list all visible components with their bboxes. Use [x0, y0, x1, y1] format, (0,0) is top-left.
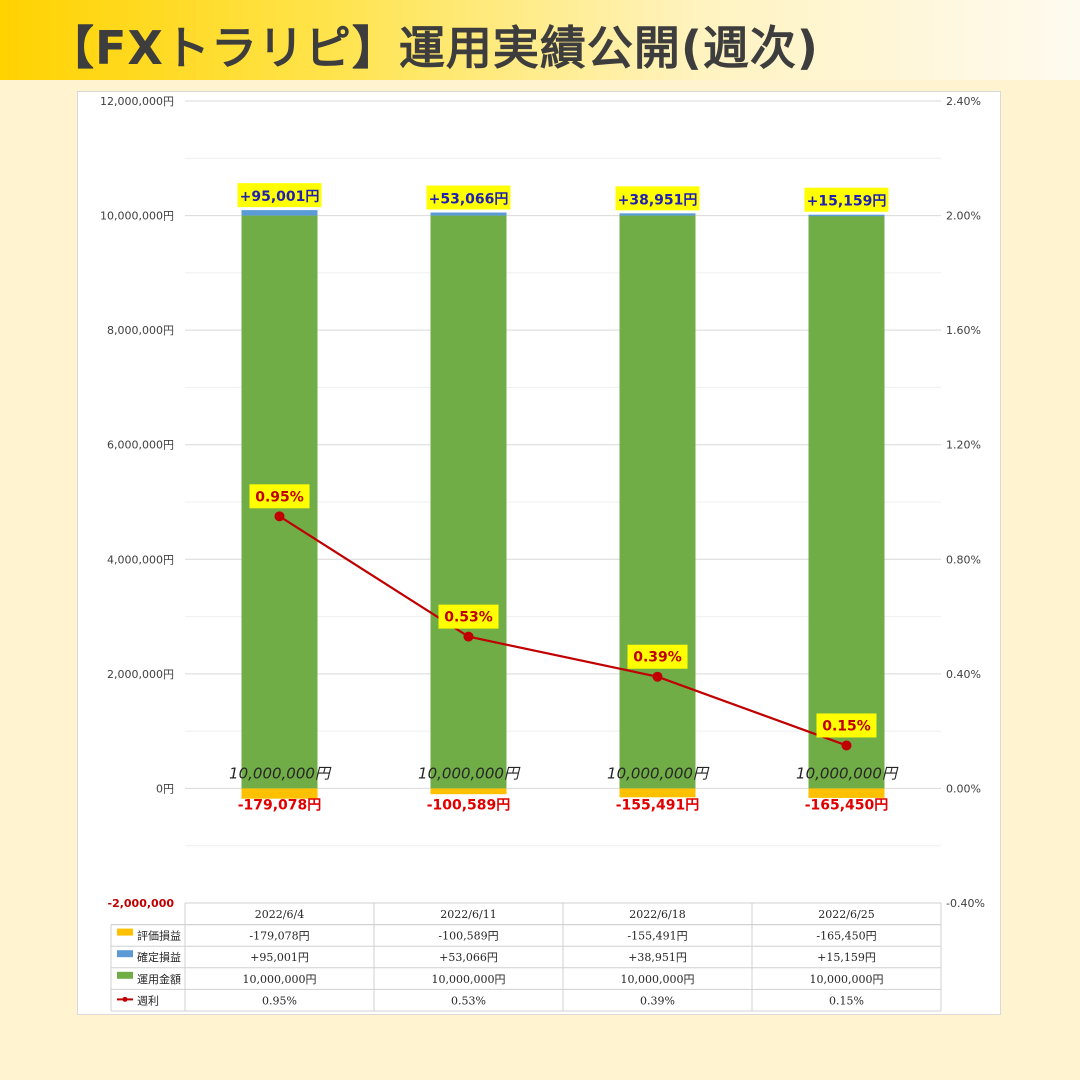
realized-data-label: +95,001円: [240, 189, 320, 205]
y-right-tick-label: 1.20%: [946, 439, 981, 452]
table-cell: 0.39%: [640, 994, 675, 1007]
label-highlight-box: [438, 604, 499, 629]
legend-label: 週利: [137, 994, 159, 1007]
y-left-tick-label: -2,000,000: [108, 897, 175, 910]
header-banner: 【FXトラリピ】運用実績公開(週次): [0, 0, 1080, 80]
legend-label: 評価損益: [137, 929, 181, 943]
y-right-tick-label: 0.00%: [946, 782, 981, 795]
principal-data-label: 10,000,000円: [418, 764, 521, 782]
weekly-data-label: 0.53%: [444, 610, 493, 626]
page-title: 【FXトラリピ】運用実績公開(週次): [48, 21, 819, 75]
realized-data-label: +15,159円: [807, 194, 887, 210]
weekly-line: [278, 515, 847, 747]
label-highlight-box: [615, 186, 700, 211]
evaluation-data-label: -179,078円: [238, 797, 322, 813]
table-cell: -155,491円: [627, 930, 687, 943]
principal-data-label: 10,000,000円: [229, 764, 332, 782]
label-highlight-box: [627, 644, 688, 669]
table-cell: 10,000,000円: [810, 973, 884, 986]
evaluation-data-label: -165,450円: [805, 797, 889, 813]
bar-evaluation: [241, 788, 318, 799]
legend-key-swatch: [117, 950, 133, 958]
bar-principal: [430, 215, 507, 789]
label-highlight-box: [237, 183, 322, 208]
bar-evaluation: [430, 788, 507, 795]
y-left-tick-label: 12,000,000円: [100, 95, 174, 108]
y-left-tick-label: 4,000,000円: [107, 553, 174, 566]
table-header-cell: 2022/6/18: [629, 908, 685, 921]
table-cell: +95,001円: [250, 951, 309, 964]
table-cell: +15,159円: [817, 951, 876, 964]
realized-data-label: +38,951円: [618, 192, 698, 208]
weekly-point: [841, 740, 852, 751]
y-right-tick-label: 2.40%: [946, 95, 981, 108]
table-cell: 10,000,000円: [243, 973, 317, 986]
bar-realized: [619, 213, 696, 216]
label-highlight-box: [426, 185, 511, 210]
table-cell: 10,000,000円: [432, 973, 506, 986]
table-cell: +53,066円: [439, 951, 498, 964]
y-left-tick-label: 10,000,000円: [100, 210, 174, 223]
weekly-data-label: 0.39%: [633, 650, 682, 666]
table-header-cell: 2022/6/4: [255, 908, 304, 921]
table-header-cell: 2022/6/11: [440, 908, 496, 921]
table-header-cell: 2022/6/25: [818, 908, 874, 921]
bar-evaluation: [619, 788, 696, 798]
bar-realized: [241, 210, 318, 216]
legend-key-swatch: [117, 928, 133, 936]
bar-principal: [808, 215, 885, 789]
table-cell: 10,000,000円: [621, 973, 695, 986]
y-right-tick-label: 2.00%: [946, 210, 981, 223]
table-cell: -179,078円: [249, 930, 309, 943]
evaluation-data-label: -100,589円: [427, 797, 511, 813]
principal-data-label: 10,000,000円: [607, 764, 710, 782]
table-cell: +38,951円: [628, 951, 687, 964]
table-cell: 0.95%: [262, 994, 297, 1007]
table-cell: 0.53%: [451, 994, 486, 1007]
weekly-point: [274, 511, 285, 522]
weekly-point: [463, 631, 474, 642]
bar-evaluation: [808, 788, 885, 798]
y-right-tick-label: 1.60%: [946, 324, 981, 337]
weekly-data-label: 0.15%: [822, 718, 871, 734]
legend-label: 運用金額: [137, 972, 181, 986]
y-left-tick-label: 8,000,000円: [107, 324, 174, 337]
combo-chart: 12,000,000円 10,000,000円 8,000,000円 6,000,00…: [100, 95, 985, 1012]
y-right-tick-label: 0.40%: [946, 668, 981, 681]
legend-key-swatch: [117, 971, 133, 979]
label-highlight-box: [249, 484, 310, 509]
table-cell: -165,450円: [816, 930, 876, 943]
legend-key-marker: [122, 996, 128, 1002]
label-highlight-box: [804, 187, 889, 212]
legend-label: 確定損益: [137, 950, 181, 964]
table-cell: -100,589円: [438, 930, 498, 943]
realized-data-label: +53,066円: [429, 192, 509, 208]
weekly-point: [652, 671, 663, 682]
label-highlight-box: [816, 713, 877, 738]
bar-realized: [808, 214, 885, 217]
chart-panel: 12,000,000円 10,000,000円 8,000,000円 6,000,00…: [77, 91, 1001, 1015]
bar-realized: [430, 212, 507, 216]
weekly-data-label: 0.95%: [255, 489, 304, 505]
y-right-tick-label: 0.80%: [946, 553, 981, 566]
table-cell: 0.15%: [829, 994, 864, 1007]
principal-data-label: 10,000,000円: [796, 764, 899, 782]
y-right-tick-label: -0.40%: [946, 897, 985, 910]
bar-principal: [619, 215, 696, 789]
y-left-tick-label: 6,000,000円: [107, 439, 174, 452]
evaluation-data-label: -155,491円: [616, 797, 700, 813]
y-left-tick-label: 2,000,000円: [107, 668, 174, 681]
y-left-tick-label: 0円: [156, 782, 174, 795]
